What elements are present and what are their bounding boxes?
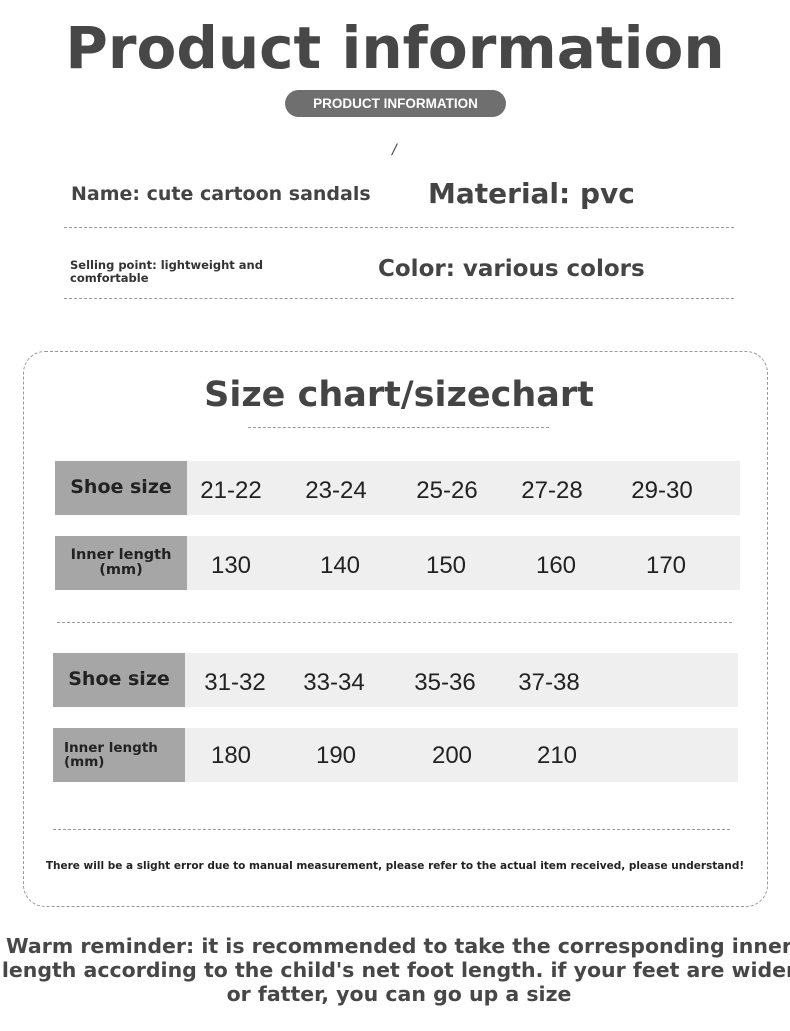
length-value: 200: [431, 742, 473, 769]
measurement-note: There will be a slight error due to manu…: [45, 860, 745, 872]
size-value: 29-30: [631, 477, 693, 504]
page-title: Product information: [65, 14, 725, 82]
length-value: 180: [210, 742, 252, 769]
product-color: Color: various colors: [378, 256, 645, 282]
divider: [57, 622, 732, 623]
warm-reminder: Warm reminder: it is recommended to take…: [1, 934, 790, 1006]
section-badge: PRODUCT INFORMATION: [285, 90, 506, 117]
shoe-size-label: Shoe size: [53, 653, 185, 707]
length-value: 190: [315, 742, 357, 769]
size-chart-title: Size chart/sizechart: [204, 375, 594, 415]
length-value: 140: [319, 552, 361, 579]
size-value: 37-38: [518, 669, 580, 696]
size-value: 23-24: [305, 477, 367, 504]
shoe-size-label: Shoe size: [55, 461, 187, 515]
divider: [53, 829, 730, 830]
inner-length-label: Inner length (mm): [53, 728, 185, 782]
divider: [64, 298, 734, 299]
size-chart-frame: [23, 351, 768, 907]
size-value: 25-26: [416, 477, 478, 504]
size-value: 21-22: [200, 477, 262, 504]
size-value: 33-34: [303, 669, 365, 696]
title-underline: [248, 427, 549, 428]
size-value: 27-28: [521, 477, 583, 504]
selling-point: Selling point: lightweight and comfortab…: [70, 258, 263, 285]
length-value: 130: [210, 552, 252, 579]
length-value: 170: [645, 552, 687, 579]
inner-length-label: Inner length (mm): [55, 536, 187, 590]
product-material: Material: pvc: [428, 177, 635, 210]
length-value: 150: [425, 552, 467, 579]
size-value: 31-32: [204, 669, 266, 696]
slash-mark: /: [392, 142, 397, 158]
length-value: 210: [536, 742, 578, 769]
divider: [64, 227, 734, 228]
product-name: Name: cute cartoon sandals: [71, 183, 371, 205]
length-value: 160: [535, 552, 577, 579]
size-value: 35-36: [414, 669, 476, 696]
